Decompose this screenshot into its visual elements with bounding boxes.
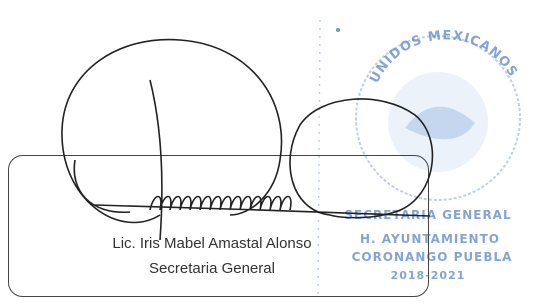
document: UNIDOS MEXICANOS SECRETARIA GENERAL H. A… bbox=[0, 0, 547, 307]
signature-stroke bbox=[74, 160, 130, 212]
signer-position: Secretaria General bbox=[149, 260, 275, 277]
page: UNIDOS MEXICANOS SECRETARIA GENERAL H. A… bbox=[0, 0, 547, 307]
stamp-dot bbox=[336, 28, 340, 32]
stamp-mark bbox=[318, 20, 320, 300]
stamp: UNIDOS MEXICANOS SECRETARIA GENERAL H. A… bbox=[318, 20, 520, 300]
signature-stroke bbox=[150, 80, 162, 240]
signer-name: Lic. Iris Mabel Amastal Alonso bbox=[112, 235, 311, 252]
stamp-line: H. AYUNTAMIENTO bbox=[360, 232, 500, 246]
stamp-line: CORONANGO PUEBLA bbox=[352, 250, 513, 264]
signature-loop bbox=[62, 40, 282, 223]
